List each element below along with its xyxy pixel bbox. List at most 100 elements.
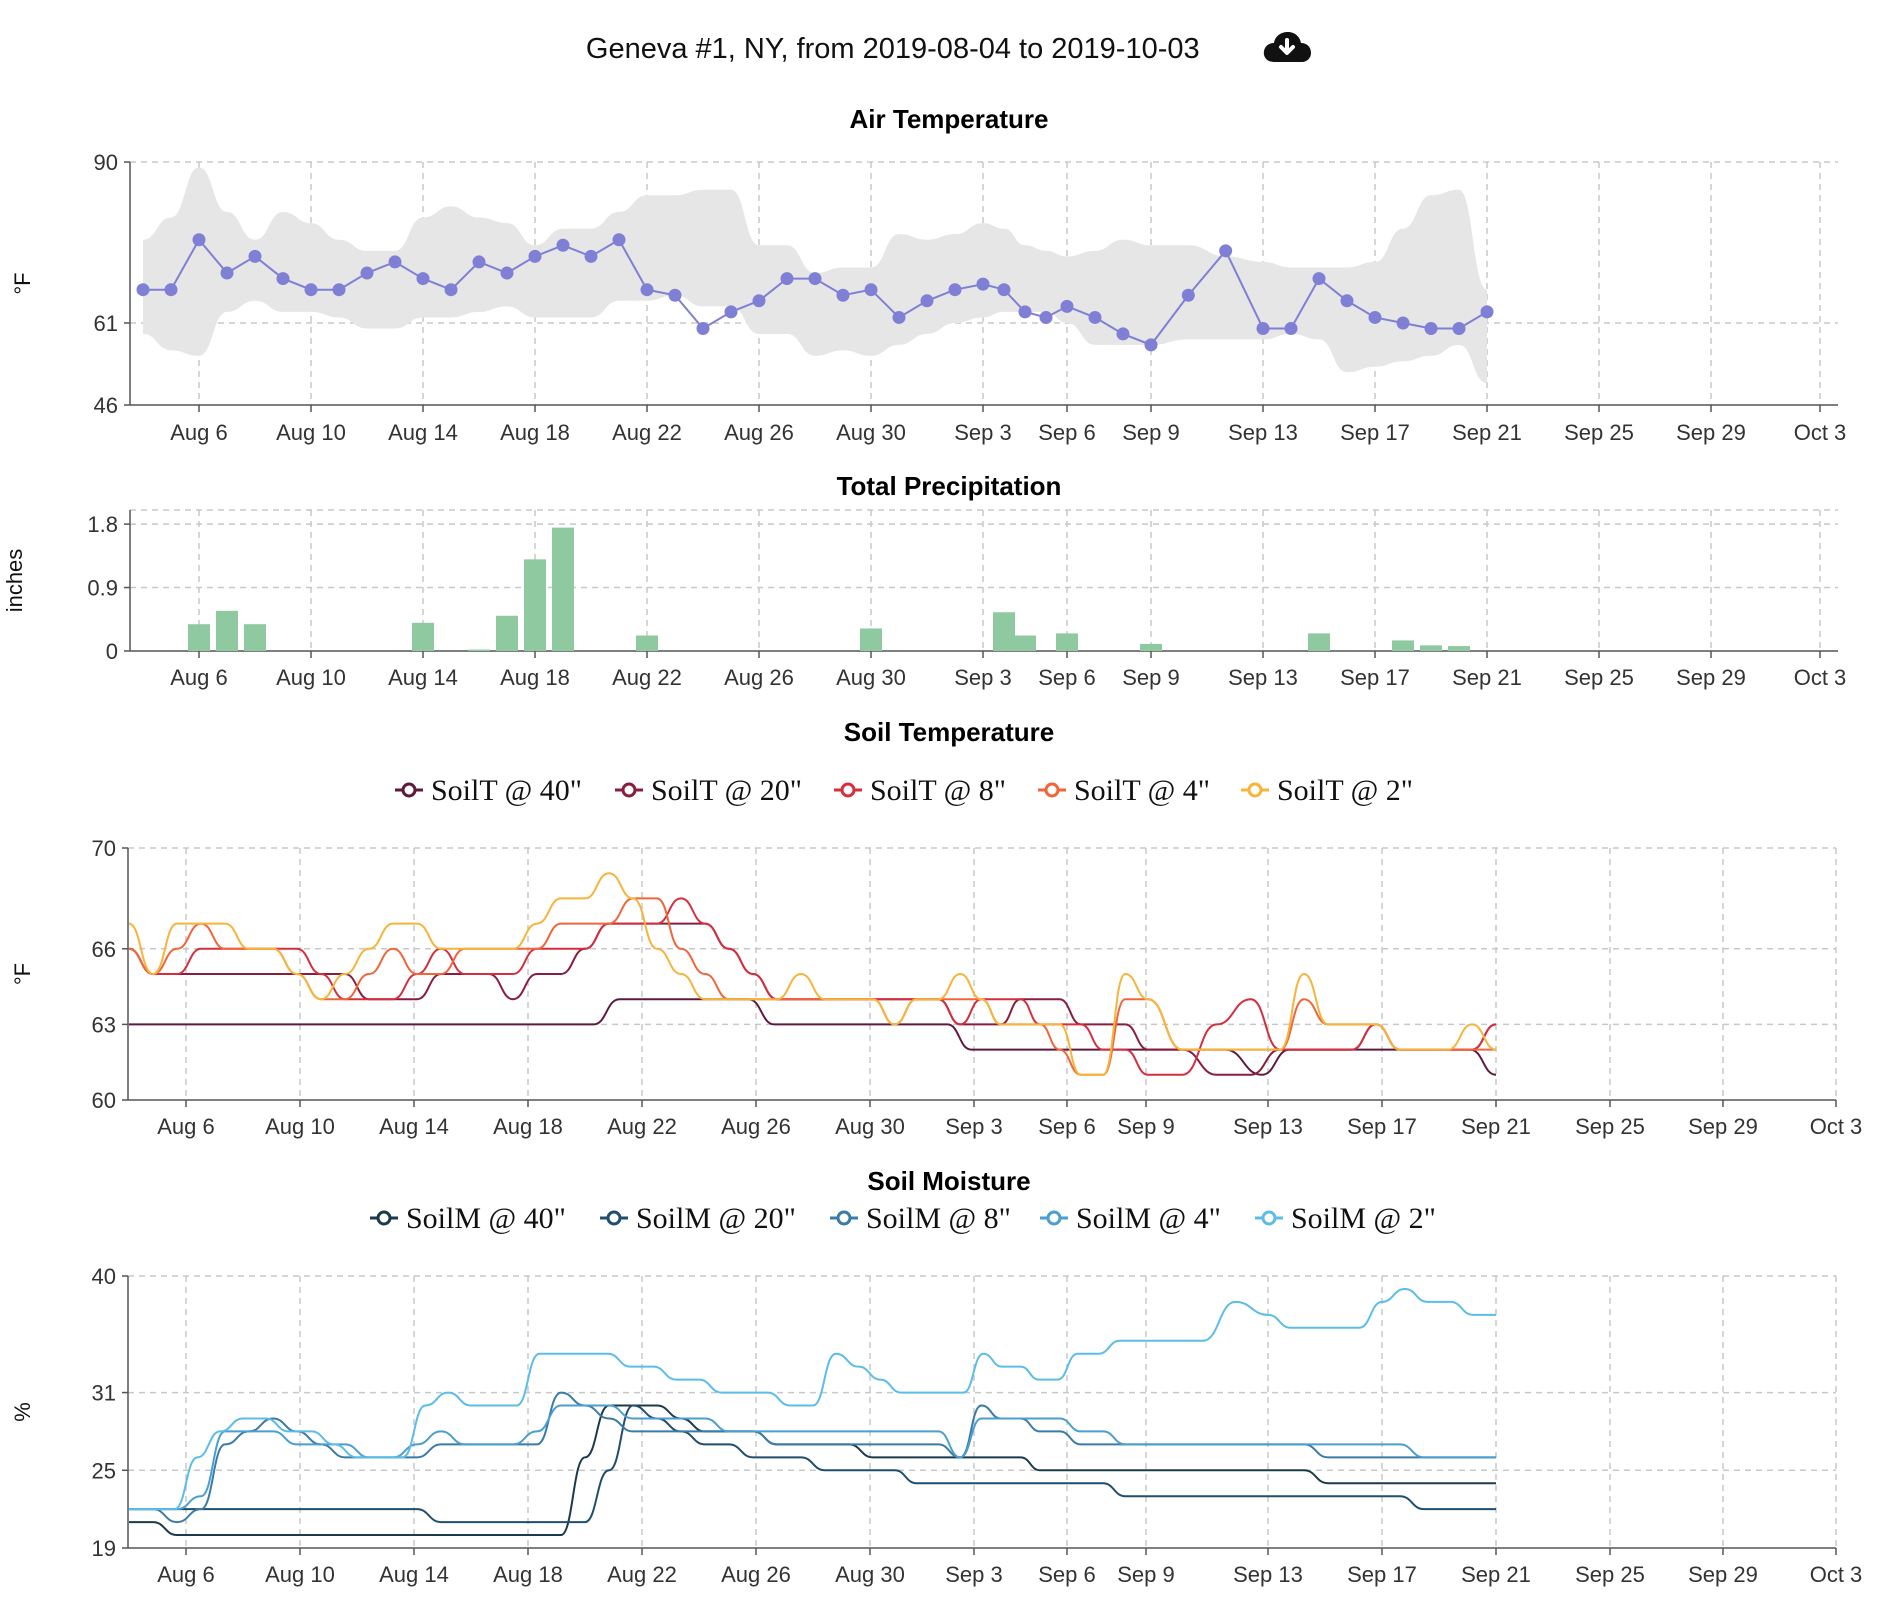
precip-xtick-label: Aug 26 bbox=[724, 665, 794, 690]
soil-moisture-series-line bbox=[128, 1287, 1496, 1511]
precip-xtick-label: Aug 30 bbox=[836, 665, 906, 690]
precip-bar bbox=[1308, 633, 1330, 651]
air-temp-point bbox=[1039, 310, 1053, 324]
air-temp-point bbox=[808, 272, 822, 286]
soil-moisture-xtick-label: Sep 17 bbox=[1347, 1562, 1417, 1587]
soil-moisture-panel: Soil Moisture% 19 25 31 40 Aug 6 Aug 10 Aug 14 A… bbox=[10, 1166, 1862, 1587]
air-temp-point bbox=[1088, 310, 1102, 324]
soil-temp-xtick-label: Aug 18 bbox=[493, 1114, 563, 1139]
soil-temp-xtick-label: Sep 29 bbox=[1688, 1114, 1758, 1139]
air-temp-ylabel: °F bbox=[10, 272, 35, 294]
soil-temp-legend-label: SoilT @ 40" bbox=[431, 774, 582, 807]
air-temp-ytick-label: 46 bbox=[94, 393, 118, 418]
air-temp-xtick-label: Aug 26 bbox=[724, 420, 794, 445]
air-temp-panel: Air Temperature °F 46 61 90 Aug 6 Aug 10 Aug 14… bbox=[10, 104, 1846, 445]
air-temp-xtick-label: Aug 10 bbox=[276, 420, 346, 445]
soil-moisture-series-line bbox=[128, 1404, 1496, 1511]
air-temp-point bbox=[220, 266, 234, 280]
precip-bar bbox=[216, 610, 238, 651]
precip-bar bbox=[993, 612, 1015, 651]
air-temp-xtick-label: Aug 14 bbox=[388, 420, 458, 445]
soil-moisture-xtick-label: Aug 6 bbox=[157, 1562, 215, 1587]
soil-temp-xtick-label: Aug 10 bbox=[265, 1114, 335, 1139]
soil-moisture-xtick-label: Oct 3 bbox=[1810, 1562, 1863, 1587]
air-temp-point bbox=[164, 283, 178, 297]
soil-temp-legend-marker bbox=[401, 782, 417, 798]
air-temp-point bbox=[136, 283, 150, 297]
air-temp-point bbox=[1060, 299, 1074, 313]
air-temp-point bbox=[556, 238, 570, 252]
soil-moisture-xtick-label: Sep 6 bbox=[1038, 1562, 1096, 1587]
soil-temp-xtick-label: Sep 3 bbox=[945, 1114, 1003, 1139]
air-temp-point bbox=[304, 283, 318, 297]
soil-moisture-series-line bbox=[128, 1391, 1496, 1524]
soil-moisture-series-line bbox=[128, 1404, 1496, 1524]
precip-ylabel: inches bbox=[2, 549, 27, 613]
soil-moisture-xtick-label: Aug 10 bbox=[265, 1562, 335, 1587]
soil-temp-legend-marker bbox=[840, 782, 856, 798]
precip-xtick-label: Sep 29 bbox=[1676, 665, 1746, 690]
precip-bar bbox=[1056, 633, 1078, 651]
soil-temp-panel: Soil Temperature °F 60 63 66 70 Aug 6 Aug 10 Aug… bbox=[10, 717, 1862, 1139]
soil-temp-series-line bbox=[129, 998, 1497, 1076]
air-temp-point bbox=[1480, 305, 1494, 319]
air-temp-point bbox=[1116, 327, 1130, 341]
precip-bar bbox=[244, 624, 266, 651]
precip-xtick-label: Aug 18 bbox=[500, 665, 570, 690]
soil-moisture-xtick-label: Aug 26 bbox=[721, 1562, 791, 1587]
air-temp-point bbox=[612, 233, 626, 247]
air-temp-point bbox=[892, 310, 906, 324]
air-temp-point bbox=[388, 255, 402, 269]
soil-temp-xtick-label: Sep 13 bbox=[1233, 1114, 1303, 1139]
cloud-download-icon[interactable] bbox=[1262, 30, 1312, 69]
air-temp-point bbox=[192, 233, 206, 247]
soil-temp-legend-marker bbox=[621, 782, 637, 798]
precip-xtick-label: Sep 21 bbox=[1452, 665, 1522, 690]
soil-moisture-xtick-label: Sep 3 bbox=[945, 1562, 1003, 1587]
air-temp-point bbox=[1312, 272, 1326, 286]
air-temp-point bbox=[1018, 305, 1032, 319]
air-temp-point bbox=[1452, 321, 1466, 335]
air-temp-point bbox=[836, 288, 850, 302]
soil-moisture-legend-label: SoilM @ 4" bbox=[1076, 1202, 1221, 1235]
soil-moisture-xtick-label: Sep 25 bbox=[1575, 1562, 1645, 1587]
air-temp-point bbox=[1144, 338, 1158, 352]
soil-temp-xtick-label: Sep 9 bbox=[1117, 1114, 1175, 1139]
air-temp-point bbox=[640, 283, 654, 297]
air-temp-point bbox=[276, 272, 290, 286]
soil-moisture-ylabel: % bbox=[10, 1402, 35, 1422]
air-temp-xtick-label: Sep 29 bbox=[1676, 420, 1746, 445]
soil-moisture-legend-marker bbox=[376, 1210, 392, 1226]
air-temp-point bbox=[248, 249, 262, 263]
precip-xtick-label: Sep 17 bbox=[1340, 665, 1410, 690]
soil-moisture-ytick-label: 40 bbox=[92, 1264, 116, 1289]
precip-bar bbox=[1420, 645, 1442, 651]
precip-xtick-label: Aug 14 bbox=[388, 665, 458, 690]
air-temp-point bbox=[528, 249, 542, 263]
air-temp-xtick-label: Sep 6 bbox=[1038, 420, 1096, 445]
precip-bar bbox=[1448, 646, 1470, 651]
air-temp-point bbox=[1181, 288, 1195, 302]
soil-temp-legend-label: SoilT @ 2" bbox=[1277, 774, 1413, 807]
soil-temp-xtick-label: Aug 30 bbox=[835, 1114, 905, 1139]
precip-bar bbox=[496, 615, 518, 651]
air-temp-point bbox=[997, 283, 1011, 297]
air-temp-ytick-label: 61 bbox=[94, 311, 118, 336]
soil-moisture-xtick-label: Sep 13 bbox=[1233, 1562, 1303, 1587]
air-temp-point bbox=[1340, 294, 1354, 308]
soil-temp-xtick-label: Oct 3 bbox=[1810, 1114, 1863, 1139]
soil-temp-ytick-label: 66 bbox=[92, 937, 116, 962]
precip-xtick-label: Sep 25 bbox=[1564, 665, 1634, 690]
air-temp-xtick-label: Sep 9 bbox=[1122, 420, 1180, 445]
air-temp-point bbox=[668, 288, 682, 302]
air-temp-point bbox=[780, 272, 794, 286]
main-title-row: Geneva #1, NY, from 2019-08-04 to 2019-1… bbox=[0, 30, 1898, 70]
soil-moisture-legend-label: SoilM @ 8" bbox=[866, 1202, 1011, 1235]
soil-moisture-xtick-label: Sep 29 bbox=[1688, 1562, 1758, 1587]
precip-bar bbox=[412, 622, 434, 651]
air-temp-title: Air Temperature bbox=[850, 104, 1049, 134]
air-temp-xtick-label: Aug 22 bbox=[612, 420, 682, 445]
soil-temp-xtick-label: Aug 26 bbox=[721, 1114, 791, 1139]
precip-title: Total Precipitation bbox=[837, 471, 1062, 501]
soil-moisture-legend-label: SoilM @ 2" bbox=[1291, 1202, 1436, 1235]
